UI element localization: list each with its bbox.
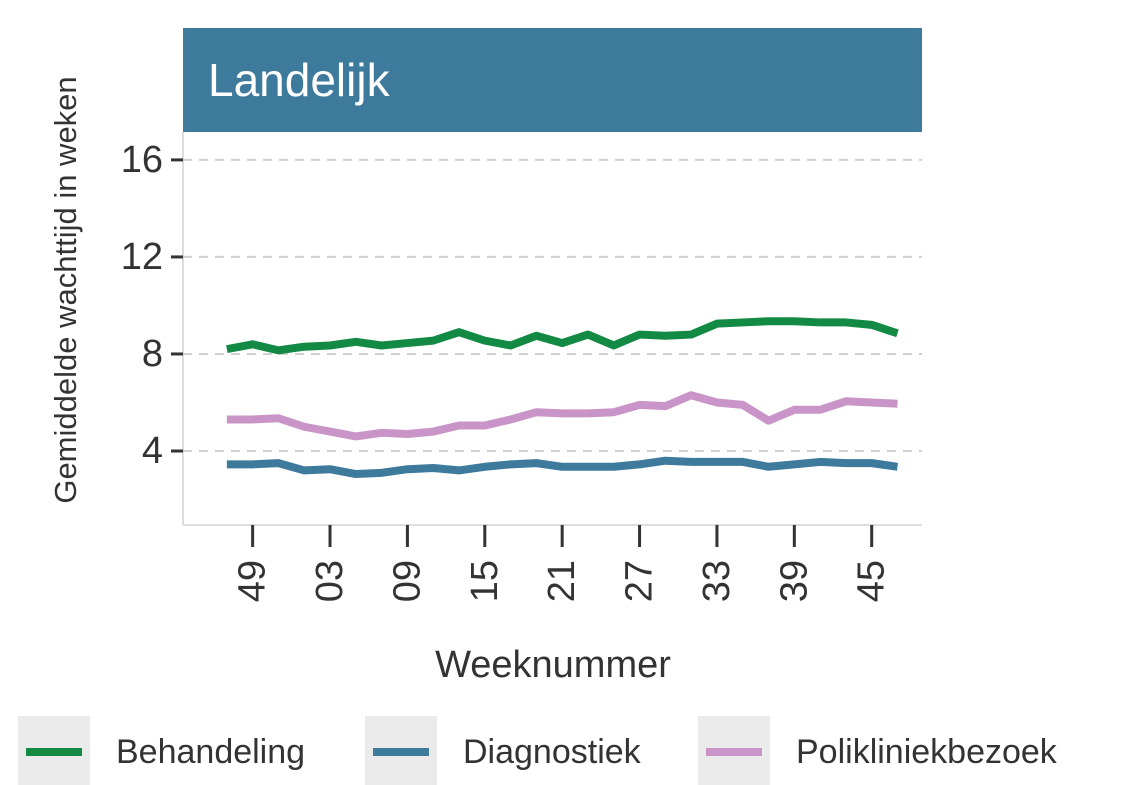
- y-tick-label: 8: [142, 333, 163, 375]
- line: [226, 317, 899, 355]
- x-tick-label: 21: [541, 560, 583, 602]
- y-tick-label: 4: [142, 430, 163, 472]
- legend-label: Diagnostiek: [463, 733, 642, 771]
- x-tick-label: 49: [232, 560, 274, 602]
- x-tick-label: 33: [696, 560, 738, 602]
- x-tick-label: 27: [619, 560, 661, 602]
- line: [226, 456, 899, 479]
- strip: [183, 28, 922, 132]
- x-tick-label: 03: [309, 560, 351, 602]
- y-tick-label: 16: [121, 139, 163, 181]
- x-tick-label: 09: [386, 560, 428, 602]
- x-tick-label: 45: [851, 560, 893, 602]
- legend-label: Polikliniekbezoek: [796, 733, 1058, 771]
- legend-label: Behandeling: [116, 733, 305, 771]
- line: [226, 391, 898, 441]
- chart-title: Landelijk: [208, 54, 391, 106]
- x-axis-label: Weeknummer: [435, 644, 671, 686]
- x-tick-label: 15: [464, 560, 506, 602]
- y-tick-label: 12: [121, 236, 163, 278]
- y-axis-label: Gemiddelde wachttijd in weken: [48, 76, 83, 503]
- x-tick-label: 39: [773, 560, 815, 602]
